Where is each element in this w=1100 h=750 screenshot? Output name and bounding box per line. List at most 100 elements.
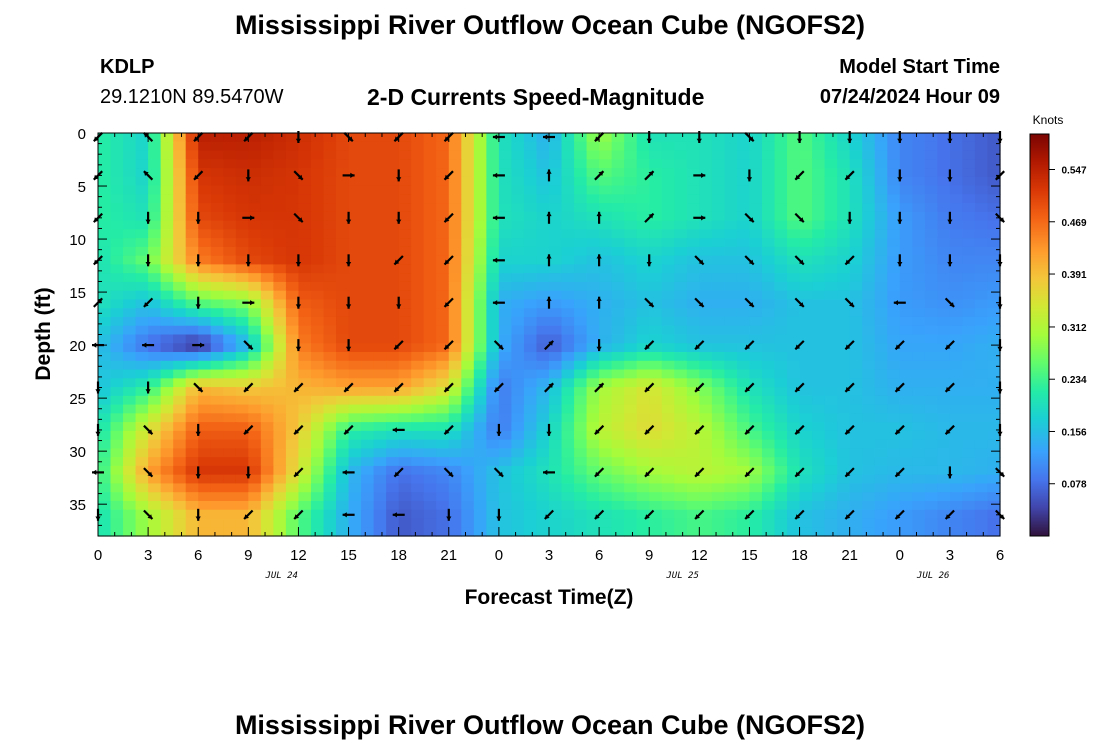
heatmap-cell bbox=[135, 273, 149, 283]
heatmap-cell bbox=[686, 422, 700, 432]
heatmap-cell bbox=[461, 439, 475, 449]
heatmap-cell bbox=[148, 238, 162, 248]
heatmap-cell bbox=[461, 325, 475, 336]
heatmap-cell bbox=[824, 343, 838, 353]
arrow-head bbox=[97, 298, 103, 304]
heatmap-cell bbox=[198, 194, 212, 204]
heatmap-cell bbox=[824, 150, 838, 160]
heatmap-cell bbox=[599, 281, 613, 292]
heatmap-cell bbox=[361, 264, 375, 274]
heatmap-cell bbox=[636, 439, 650, 449]
heatmap-cell bbox=[123, 133, 137, 143]
heatmap-cell bbox=[436, 492, 450, 502]
heatmap-cell bbox=[824, 255, 838, 266]
heatmap-cell bbox=[173, 325, 187, 336]
heatmap-cell bbox=[223, 360, 237, 371]
heatmap-cell bbox=[686, 194, 700, 204]
arrow-head bbox=[200, 342, 205, 348]
heatmap-cell bbox=[912, 360, 926, 371]
heatmap-cell bbox=[536, 422, 550, 432]
heatmap-cell bbox=[498, 299, 513, 309]
heatmap-cell bbox=[899, 308, 913, 318]
heatmap-cell bbox=[260, 448, 274, 458]
heatmap-cell bbox=[624, 141, 638, 152]
heatmap-cell bbox=[398, 150, 412, 160]
heatmap-cell bbox=[586, 448, 600, 458]
heatmap-cell bbox=[962, 474, 976, 485]
heatmap-cell bbox=[498, 273, 513, 283]
heatmap-cell bbox=[874, 150, 888, 160]
heatmap-cell bbox=[473, 176, 487, 187]
heatmap-cell bbox=[235, 133, 249, 143]
heatmap-cell bbox=[260, 395, 274, 406]
heatmap-cell bbox=[874, 369, 888, 379]
heatmap-cell bbox=[461, 133, 475, 143]
heatmap-cell bbox=[398, 395, 412, 406]
arrow-head bbox=[444, 174, 450, 180]
heatmap-cell bbox=[561, 404, 575, 414]
heatmap-cell bbox=[774, 220, 788, 230]
heatmap-cell bbox=[799, 509, 813, 520]
heatmap-cell bbox=[987, 492, 1001, 502]
heatmap-cell bbox=[787, 448, 801, 458]
heatmap-cell bbox=[173, 352, 187, 362]
heatmap-cell bbox=[611, 509, 625, 520]
heatmap-cell bbox=[699, 238, 713, 248]
heatmap-cell bbox=[386, 194, 400, 204]
heatmap-cell bbox=[448, 500, 462, 511]
heatmap-cell bbox=[135, 334, 149, 344]
heatmap-cell bbox=[336, 316, 350, 327]
heatmap-cell bbox=[223, 194, 237, 204]
heatmap-cell bbox=[223, 290, 237, 301]
heatmap-cell bbox=[310, 369, 325, 379]
heatmap-cell bbox=[411, 413, 425, 423]
heatmap-cell bbox=[198, 246, 212, 257]
heatmap-cell bbox=[210, 509, 224, 520]
heatmap-cell bbox=[185, 343, 199, 353]
heatmap-cell bbox=[774, 159, 788, 169]
heatmap-cell bbox=[135, 509, 149, 520]
heatmap-cell bbox=[711, 457, 725, 467]
heatmap-cell bbox=[912, 211, 926, 222]
heatmap-cell bbox=[248, 404, 262, 414]
heatmap-cell bbox=[473, 203, 487, 213]
arrow-head bbox=[596, 211, 602, 217]
heatmap-cell bbox=[924, 404, 938, 414]
heatmap-cell bbox=[586, 369, 600, 379]
heatmap-cell bbox=[160, 395, 174, 406]
heatmap-cell bbox=[561, 378, 575, 388]
heatmap-cell bbox=[260, 150, 274, 160]
heatmap-cell bbox=[661, 220, 675, 230]
heatmap-cell bbox=[536, 492, 550, 502]
heatmap-cell bbox=[260, 474, 274, 485]
heatmap-cell bbox=[824, 133, 838, 143]
heatmap-cell bbox=[373, 194, 387, 204]
arrow-head bbox=[444, 386, 450, 392]
heatmap-cell bbox=[949, 229, 964, 239]
heatmap-cell bbox=[148, 290, 162, 301]
heatmap-cell bbox=[386, 457, 400, 467]
heatmap-cell bbox=[511, 316, 525, 327]
heatmap-cell bbox=[373, 220, 387, 230]
heatmap-cell bbox=[173, 133, 187, 143]
heatmap-cell bbox=[549, 343, 563, 353]
heatmap-cell bbox=[361, 325, 375, 336]
heatmap-cell bbox=[599, 448, 613, 458]
heatmap-cell bbox=[661, 194, 675, 204]
heatmap-cell bbox=[148, 194, 162, 204]
arrow-head bbox=[344, 386, 350, 392]
heatmap-cell bbox=[273, 316, 287, 327]
heatmap-cell bbox=[148, 264, 162, 274]
heatmap-cell bbox=[160, 325, 174, 336]
heatmap-cell bbox=[799, 360, 813, 371]
heatmap-cell bbox=[761, 404, 776, 414]
heatmap-cell bbox=[486, 273, 500, 283]
heatmap-cell bbox=[223, 316, 237, 327]
heatmap-cell bbox=[461, 457, 475, 467]
heatmap-cell bbox=[411, 194, 425, 204]
heatmap-cell bbox=[448, 194, 462, 204]
heatmap-cell bbox=[937, 500, 951, 511]
heatmap-cell bbox=[549, 316, 563, 327]
heatmap-cell bbox=[148, 439, 162, 449]
heatmap-cell bbox=[549, 246, 563, 257]
